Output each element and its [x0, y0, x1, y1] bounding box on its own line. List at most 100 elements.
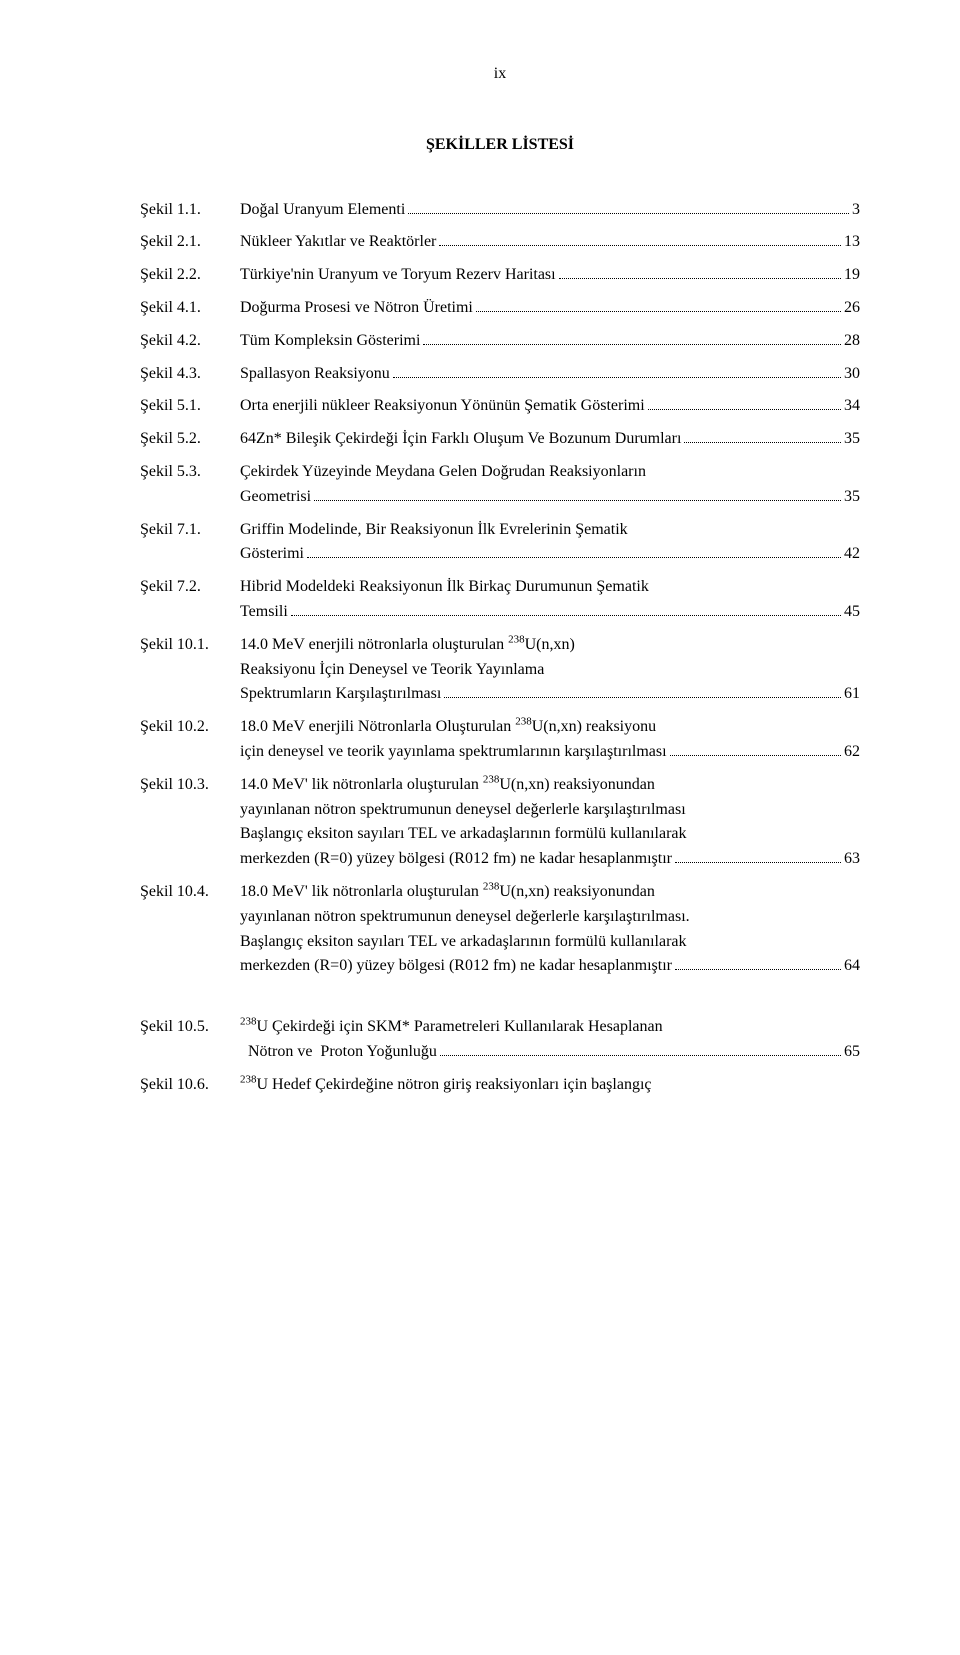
figure-page: 64: [844, 954, 860, 979]
figure-text: Reaksiyonu İçin Deneysel ve Teorik Yayın…: [240, 658, 860, 683]
figure-text: Başlangıç eksiton sayıları TEL ve arkada…: [240, 822, 860, 847]
figure-body: 18.0 MeV' lik nötronlarla oluşturulan 23…: [240, 880, 860, 979]
figure-text: 238U Çekirdeği için SKM* Parametreleri K…: [240, 1015, 860, 1040]
figure-body: Spallasyon Reaksiyonu30: [240, 362, 860, 387]
leader-dots: [670, 743, 841, 756]
figure-label: Şekil 2.1.: [140, 230, 240, 255]
leader-line: Spektrumların Karşılaştırılması61: [240, 682, 860, 707]
leader-dots: [675, 850, 841, 863]
leader-line: Tüm Kompleksin Gösterimi28: [240, 329, 860, 354]
figure-body: Doğurma Prosesi ve Nötron Üretimi 26: [240, 296, 860, 321]
figure-entry: Şekil 5.3.Çekirdek Yüzeyinde Meydana Gel…: [140, 460, 860, 510]
figure-label: Şekil 10.6.: [140, 1073, 240, 1098]
figure-body: Orta enerjili nükleer Reaksiyonun Yönünü…: [240, 394, 860, 419]
figure-text: yayınlanan nötron spektrumunun deneysel …: [240, 798, 860, 823]
figure-text: merkezden (R=0) yüzey bölgesi (R012 fm) …: [240, 954, 672, 979]
figure-text: 64Zn* Bileşik Çekirdeği İçin Farklı Oluş…: [240, 427, 681, 452]
leader-dots: [440, 1043, 841, 1056]
leader-line: Spallasyon Reaksiyonu30: [240, 362, 860, 387]
figure-body: 238U Hedef Çekirdeğine nötron giriş reak…: [240, 1073, 860, 1098]
leader-line: Doğal Uranyum Elementi 3: [240, 198, 860, 223]
figure-label: Şekil 2.2.: [140, 263, 240, 288]
leader-line: Temsili45: [240, 600, 860, 625]
figure-label: Şekil 7.2.: [140, 575, 240, 600]
figure-text: Spektrumların Karşılaştırılması: [240, 682, 441, 707]
leader-dots: [307, 545, 841, 558]
figure-entry: Şekil 4.2.Tüm Kompleksin Gösterimi28: [140, 329, 860, 354]
figure-page: 19: [844, 263, 860, 288]
figure-text: Orta enerjili nükleer Reaksiyonun Yönünü…: [240, 394, 645, 419]
figure-text: 238U Hedef Çekirdeğine nötron giriş reak…: [240, 1073, 860, 1098]
leader-line: merkezden (R=0) yüzey bölgesi (R012 fm) …: [240, 847, 860, 872]
figure-body: Çekirdek Yüzeyinde Meydana Gelen Doğruda…: [240, 460, 860, 510]
leader-line: 64Zn* Bileşik Çekirdeği İçin Farklı Oluş…: [240, 427, 860, 452]
leader-line: Türkiye'nin Uranyum ve Toryum Rezerv Har…: [240, 263, 860, 288]
figure-text: Türkiye'nin Uranyum ve Toryum Rezerv Har…: [240, 263, 556, 288]
vertical-gap: [140, 987, 860, 1015]
page-marker: ix: [140, 62, 860, 87]
leader-dots: [393, 365, 841, 378]
figure-text: Doğurma Prosesi ve Nötron Üretimi: [240, 296, 473, 321]
figure-text: Geometrisi: [240, 485, 311, 510]
figure-entry: Şekil 10.4.18.0 MeV' lik nötronlarla olu…: [140, 880, 860, 979]
figure-text: Nötron ve Proton Yoğunluğu: [240, 1040, 437, 1065]
figure-entry: Şekil 7.1.Griffin Modelinde, Bir Reaksiy…: [140, 518, 860, 568]
figure-text: Tüm Kompleksin Gösterimi: [240, 329, 420, 354]
figure-text: 18.0 MeV enerjili Nötronlarla Oluşturula…: [240, 715, 860, 740]
leader-line: Geometrisi35: [240, 485, 860, 510]
leader-line: Orta enerjili nükleer Reaksiyonun Yönünü…: [240, 394, 860, 419]
leader-line: Nükleer Yakıtlar ve Reaktörler13: [240, 230, 860, 255]
figure-entry: Şekil 2.1.Nükleer Yakıtlar ve Reaktörler…: [140, 230, 860, 255]
figure-label: Şekil 5.1.: [140, 394, 240, 419]
leader-dots: [444, 685, 841, 698]
figure-text: Doğal Uranyum Elementi: [240, 198, 405, 223]
figure-label: Şekil 10.4.: [140, 880, 240, 905]
figure-label: Şekil 5.3.: [140, 460, 240, 485]
figure-entry: Şekil 2.2.Türkiye'nin Uranyum ve Toryum …: [140, 263, 860, 288]
figure-body: Griffin Modelinde, Bir Reaksiyonun İlk E…: [240, 518, 860, 568]
figure-label: Şekil 1.1.: [140, 198, 240, 223]
leader-dots: [423, 332, 841, 345]
figure-text: Temsili: [240, 600, 288, 625]
figure-body: 14.0 MeV enerjili nötronlarla oluşturula…: [240, 633, 860, 707]
leader-line: Doğurma Prosesi ve Nötron Üretimi 26: [240, 296, 860, 321]
figure-page: 62: [844, 740, 860, 765]
figure-body: Nükleer Yakıtlar ve Reaktörler13: [240, 230, 860, 255]
figure-entry: Şekil 7.2.Hibrid Modeldeki Reaksiyonun İ…: [140, 575, 860, 625]
figure-label: Şekil 4.1.: [140, 296, 240, 321]
figure-text: 18.0 MeV' lik nötronlarla oluşturulan 23…: [240, 880, 860, 905]
figure-body: 238U Çekirdeği için SKM* Parametreleri K…: [240, 1015, 860, 1065]
figure-text: Başlangıç eksiton sayıları TEL ve arkada…: [240, 930, 860, 955]
figure-label: Şekil 4.3.: [140, 362, 240, 387]
leader-dots: [684, 430, 841, 443]
figure-page: 65: [844, 1040, 860, 1065]
leader-dots: [675, 957, 841, 970]
figure-body: Türkiye'nin Uranyum ve Toryum Rezerv Har…: [240, 263, 860, 288]
figure-page: 30: [844, 362, 860, 387]
figure-text: 14.0 MeV' lik nötronlarla oluşturulan 23…: [240, 773, 860, 798]
figure-page: 13: [844, 230, 860, 255]
figure-page: 3: [852, 198, 860, 223]
figure-label: Şekil 10.5.: [140, 1015, 240, 1040]
figure-label: Şekil 7.1.: [140, 518, 240, 543]
figure-entry: Şekil 4.3.Spallasyon Reaksiyonu30: [140, 362, 860, 387]
figure-entry: Şekil 5.1.Orta enerjili nükleer Reaksiyo…: [140, 394, 860, 419]
figure-page: 63: [844, 847, 860, 872]
figure-text: Griffin Modelinde, Bir Reaksiyonun İlk E…: [240, 518, 860, 543]
figure-text: Gösterimi: [240, 542, 304, 567]
figure-entry: Şekil 4.1.Doğurma Prosesi ve Nötron Üret…: [140, 296, 860, 321]
list-heading: ŞEKİLLER LİSTESİ: [140, 133, 860, 158]
leader-line: Nötron ve Proton Yoğunluğu 65: [240, 1040, 860, 1065]
figure-page: 34: [844, 394, 860, 419]
figure-entry: Şekil 10.1.14.0 MeV enerjili nötronlarla…: [140, 633, 860, 707]
figure-label: Şekil 10.1.: [140, 633, 240, 658]
figure-body: 64Zn* Bileşik Çekirdeği İçin Farklı Oluş…: [240, 427, 860, 452]
leader-line: için deneysel ve teorik yayınlama spektr…: [240, 740, 860, 765]
figure-page: 26: [844, 296, 860, 321]
figure-entry: Şekil 10.3.14.0 MeV' lik nötronlarla olu…: [140, 773, 860, 872]
leader-dots: [408, 201, 849, 214]
figure-list: Şekil 1.1.Doğal Uranyum Elementi 3 Şekil 2…: [140, 198, 860, 1098]
figure-text: için deneysel ve teorik yayınlama spektr…: [240, 740, 667, 765]
figure-page: 35: [844, 427, 860, 452]
figure-text: Hibrid Modeldeki Reaksiyonun İlk Birkaç …: [240, 575, 860, 600]
